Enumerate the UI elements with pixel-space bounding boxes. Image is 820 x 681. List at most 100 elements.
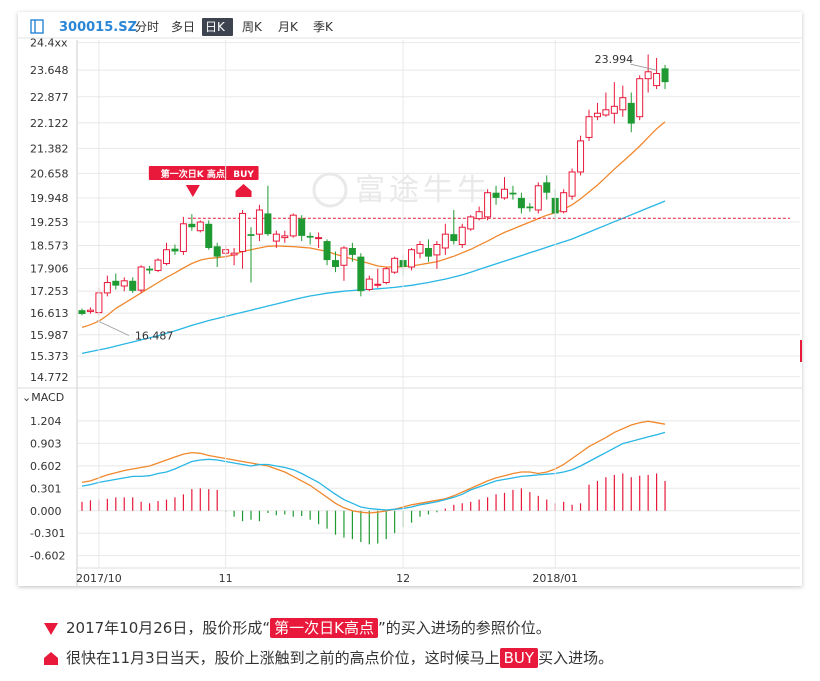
candle-30 bbox=[332, 260, 339, 267]
candle-36 bbox=[382, 268, 390, 284]
candle-9 bbox=[154, 259, 162, 271]
candle-47 bbox=[475, 211, 483, 220]
first-high-label-bg bbox=[148, 166, 239, 180]
tab-6[interactable]: 季K bbox=[313, 20, 334, 34]
high-label: 23.994 bbox=[595, 53, 634, 66]
macd-ytick-0: 1.204 bbox=[30, 415, 62, 428]
candlestick-panel: 24.4xx 23.648 22.877 22.122 21.382 20.658 19.9… bbox=[18, 37, 802, 586]
candle-67 bbox=[644, 71, 652, 80]
candle-62 bbox=[602, 109, 610, 116]
candle-60 bbox=[585, 116, 593, 138]
k-ytick-13: 15.373 bbox=[30, 350, 69, 363]
note-1-after: ”的买入进场的参照价位。 bbox=[377, 619, 551, 637]
candle-20 bbox=[247, 234, 255, 236]
x-tick-0: 2017/10 bbox=[76, 572, 122, 585]
tab-3[interactable]: 日K bbox=[205, 20, 226, 34]
macd-ytick-1: 0.903 bbox=[30, 437, 62, 450]
note-2-highlight: BUY bbox=[499, 648, 539, 668]
macd-title: ⌄MACD bbox=[22, 391, 64, 404]
candle-28 bbox=[315, 237, 323, 240]
k-ytick-1: 23.648 bbox=[30, 64, 69, 77]
candle-34 bbox=[365, 278, 373, 290]
candle-25 bbox=[289, 214, 297, 237]
watermark: 富途牛牛 bbox=[355, 173, 491, 208]
k-ytick-6: 19.948 bbox=[30, 192, 69, 205]
chart-card bbox=[18, 12, 802, 586]
candle-1 bbox=[86, 309, 94, 313]
right-edge-tick bbox=[800, 340, 802, 362]
note-1-before: 2017年10月26日，股价形成“ bbox=[66, 619, 271, 637]
candle-44 bbox=[450, 234, 458, 242]
candle-65 bbox=[627, 102, 635, 124]
macd-panel: ⌄MACD 1.204 0.903 0.602 0.301 0.000 -0.301 -0.6… bbox=[22, 391, 800, 563]
note-2-after: 买入进场。 bbox=[538, 649, 614, 667]
candle-43 bbox=[441, 233, 449, 249]
k-ytick-3: 22.122 bbox=[30, 117, 69, 130]
note-1-highlight: 第一次日K高点 bbox=[270, 618, 378, 638]
ma-short-line bbox=[81, 121, 666, 329]
candle-5 bbox=[120, 280, 128, 287]
candle-18 bbox=[230, 252, 238, 256]
candle-55 bbox=[543, 182, 551, 193]
candle-14 bbox=[196, 221, 204, 232]
tab-1[interactable]: 分时 bbox=[135, 20, 159, 34]
candle-13 bbox=[188, 223, 196, 228]
k-ytick-4: 21.382 bbox=[30, 142, 69, 155]
x-tick-1: 11 bbox=[219, 572, 233, 585]
candle-46 bbox=[467, 216, 475, 230]
candle-69 bbox=[661, 68, 669, 83]
candle-49 bbox=[492, 192, 500, 198]
candle-52 bbox=[517, 197, 525, 209]
candle-29 bbox=[323, 241, 331, 261]
x-tick-3: 2018/01 bbox=[532, 572, 578, 585]
candle-45 bbox=[458, 226, 466, 246]
k-ytick-11: 16.613 bbox=[30, 307, 69, 320]
ma-long-line bbox=[81, 200, 666, 355]
candle-19 bbox=[239, 212, 247, 252]
candle-58 bbox=[568, 171, 576, 197]
buy-marker-icon bbox=[235, 184, 252, 197]
x-axis: 2017/10 11 12 2018/01 bbox=[76, 40, 800, 585]
candle-40 bbox=[416, 244, 424, 254]
x-tick-2: 12 bbox=[396, 572, 410, 585]
tab-2[interactable]: 多日 bbox=[171, 20, 195, 34]
candle-3 bbox=[103, 282, 111, 294]
chart-toggle-icon[interactable] bbox=[30, 19, 44, 34]
tab-4[interactable]: 周K bbox=[242, 20, 263, 34]
candle-68 bbox=[653, 73, 661, 87]
low-leader-line bbox=[96, 320, 130, 336]
down-triangle-icon bbox=[44, 623, 58, 635]
candle-66 bbox=[636, 78, 644, 118]
candle-31 bbox=[340, 247, 348, 266]
candle-54 bbox=[534, 185, 542, 211]
candle-8 bbox=[146, 268, 154, 271]
first-high-label: 第一次日K 高点 bbox=[161, 168, 225, 180]
candle-6 bbox=[129, 280, 137, 291]
candle-57 bbox=[560, 192, 568, 213]
buy-label: BUY bbox=[233, 170, 254, 180]
candle-61 bbox=[593, 112, 601, 118]
candle-0 bbox=[78, 310, 86, 314]
k-ytick-14: 14.772 bbox=[30, 371, 69, 384]
candle-63 bbox=[610, 105, 618, 114]
first-high-marker-icon bbox=[185, 185, 200, 197]
watermark-logo bbox=[312, 172, 348, 208]
k-ytick-8: 18.573 bbox=[30, 239, 69, 252]
macd-ytick-2: 0.602 bbox=[30, 460, 62, 473]
candle-48 bbox=[484, 192, 492, 218]
note-2: 很快在11月3日当天，股价上涨触到之前的高点价位，这时候马上 BUY 买入进场。 bbox=[44, 647, 613, 668]
candle-33 bbox=[357, 256, 365, 292]
high-leader-line bbox=[630, 63, 657, 71]
tab-5[interactable]: 月K bbox=[278, 20, 299, 34]
candle-10 bbox=[163, 249, 170, 265]
k-ytick-9: 17.906 bbox=[30, 263, 69, 276]
k-ytick-0: 24.4xx bbox=[30, 37, 68, 50]
candle-51 bbox=[509, 192, 517, 195]
candle-7 bbox=[137, 266, 145, 291]
k-ytick-2: 22.877 bbox=[30, 91, 69, 104]
k-ytick-12: 15.987 bbox=[30, 329, 69, 342]
candle-37 bbox=[391, 257, 399, 273]
candle-12 bbox=[179, 223, 187, 252]
macd-dea-line bbox=[81, 420, 666, 514]
